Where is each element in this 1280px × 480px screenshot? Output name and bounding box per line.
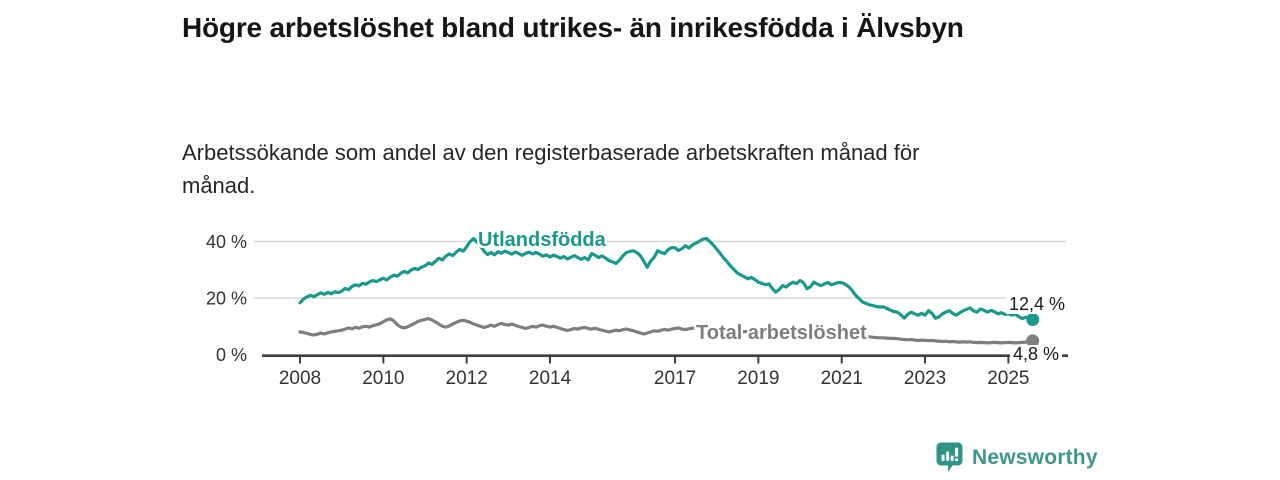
y-tick-label: 40 % bbox=[206, 232, 247, 252]
series-line-total bbox=[298, 317, 1035, 345]
series-line-utlandsfodda bbox=[298, 236, 1035, 322]
x-tick-label: 2010 bbox=[362, 368, 404, 389]
y-tick-label: 20 % bbox=[206, 289, 247, 309]
y-tick-label: 0 % bbox=[216, 345, 247, 365]
series-end-dot bbox=[1026, 334, 1040, 348]
x-tick-label: 2008 bbox=[279, 368, 321, 389]
page-title: Högre arbetslöshet bland utrikes- än inr… bbox=[182, 12, 964, 43]
bar-chart-speech-bubble-icon bbox=[936, 442, 963, 472]
x-tick-label: 2014 bbox=[529, 368, 572, 389]
series-label-total-arbetsloshet: Total arbetslöshet bbox=[696, 322, 867, 344]
newsworthy-logo-text: Newsworthy bbox=[972, 445, 1098, 469]
x-tick-label: 2019 bbox=[737, 368, 779, 389]
end-value-label-total: 4,8 % bbox=[1010, 345, 1063, 364]
series-label-utlandsfodda: Utlandsfödda bbox=[478, 229, 606, 251]
series-end-dot bbox=[1026, 313, 1040, 326]
page-subtitle: Arbetssökande som andel av den registerb… bbox=[182, 140, 920, 198]
x-tick-label: 2025 bbox=[987, 368, 1029, 389]
end-value-label-utlandsfodda: 12,4 % bbox=[1006, 295, 1069, 314]
x-tick-label: 2017 bbox=[654, 368, 696, 389]
chart-plot-area: 2008 2010 2012 2014 2017 2019 2021 2023 2025 0 % 2… bbox=[206, 232, 1068, 389]
x-tick-label: 2021 bbox=[821, 368, 863, 389]
newsworthy-logo: Newsworthy bbox=[936, 442, 1098, 473]
x-tick-label: 2012 bbox=[446, 368, 488, 389]
x-tick-label: 2023 bbox=[904, 368, 946, 389]
